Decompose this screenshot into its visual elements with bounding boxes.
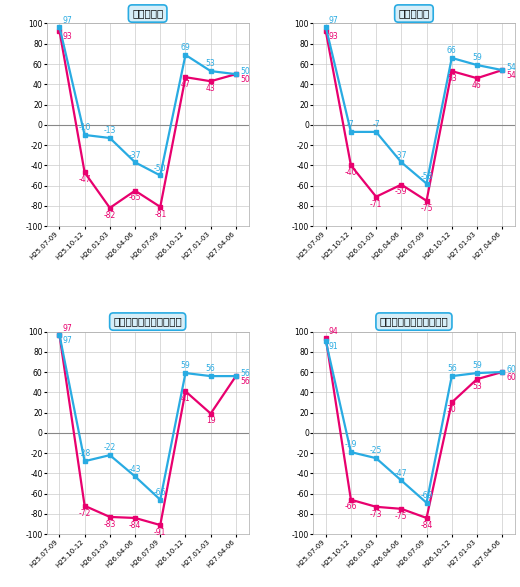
Text: 97: 97 — [62, 336, 72, 345]
Text: -84: -84 — [420, 521, 433, 529]
Text: -66: -66 — [345, 502, 357, 511]
Title: 戸建て注文住宅受注戸数: 戸建て注文住宅受注戸数 — [113, 316, 182, 326]
Text: -10: -10 — [79, 123, 91, 132]
Text: -73: -73 — [370, 510, 382, 518]
Text: 47: 47 — [180, 80, 190, 89]
Title: 戸建て注文住宅受注金額: 戸建て注文住宅受注金額 — [380, 316, 448, 326]
Text: 30: 30 — [447, 405, 457, 414]
Text: 46: 46 — [472, 81, 482, 90]
Text: 59: 59 — [472, 53, 482, 62]
Text: -75: -75 — [395, 512, 408, 521]
Text: -40: -40 — [345, 168, 357, 177]
Text: -28: -28 — [79, 450, 91, 458]
Text: 56: 56 — [206, 365, 216, 373]
Text: -91: -91 — [154, 528, 166, 537]
Text: 94: 94 — [329, 327, 338, 336]
Text: -7: -7 — [372, 120, 380, 129]
Text: 69: 69 — [180, 43, 190, 52]
Text: 53: 53 — [206, 59, 216, 68]
Text: -69: -69 — [420, 491, 433, 500]
Text: 54: 54 — [506, 63, 516, 72]
Text: -71: -71 — [370, 200, 382, 208]
Text: 60: 60 — [506, 373, 516, 382]
Text: 97: 97 — [329, 16, 338, 25]
Text: -65: -65 — [129, 194, 141, 203]
Text: -59: -59 — [395, 187, 408, 197]
Text: 56: 56 — [240, 369, 250, 378]
Text: -50: -50 — [154, 164, 166, 173]
Text: -83: -83 — [103, 519, 116, 529]
Text: -75: -75 — [420, 204, 433, 212]
Title: 総受注金額: 総受注金額 — [398, 9, 430, 19]
Text: -84: -84 — [129, 521, 141, 529]
Text: -7: -7 — [347, 120, 355, 129]
Text: -58: -58 — [420, 172, 433, 181]
Text: 50: 50 — [240, 75, 250, 84]
Text: -13: -13 — [103, 126, 116, 135]
Text: 97: 97 — [62, 324, 72, 333]
Text: 97: 97 — [62, 16, 72, 25]
Text: -72: -72 — [79, 508, 91, 518]
Text: -19: -19 — [345, 440, 357, 449]
Text: -66: -66 — [154, 488, 166, 497]
Text: 91: 91 — [329, 342, 338, 351]
Text: 43: 43 — [206, 84, 216, 93]
Text: 93: 93 — [329, 32, 338, 41]
Text: 54: 54 — [506, 71, 516, 80]
Text: 60: 60 — [506, 365, 516, 374]
Text: 19: 19 — [206, 416, 215, 426]
Text: 56: 56 — [447, 365, 457, 373]
Text: 53: 53 — [447, 74, 457, 83]
Text: -37: -37 — [129, 150, 141, 160]
Text: -37: -37 — [395, 150, 408, 160]
Title: 総受注戸数: 総受注戸数 — [132, 9, 163, 19]
Text: -25: -25 — [370, 446, 382, 456]
Text: 66: 66 — [447, 46, 457, 55]
Text: 41: 41 — [180, 394, 190, 403]
Text: 59: 59 — [180, 361, 190, 370]
Text: -22: -22 — [103, 443, 116, 453]
Text: -82: -82 — [103, 211, 116, 220]
Text: -43: -43 — [129, 465, 141, 474]
Text: 93: 93 — [62, 32, 72, 41]
Text: -47: -47 — [395, 468, 408, 478]
Text: -47: -47 — [79, 175, 91, 184]
Text: 53: 53 — [472, 382, 482, 391]
Text: -81: -81 — [154, 210, 166, 219]
Text: 56: 56 — [240, 377, 250, 386]
Text: 59: 59 — [472, 361, 482, 370]
Text: 50: 50 — [240, 67, 250, 76]
